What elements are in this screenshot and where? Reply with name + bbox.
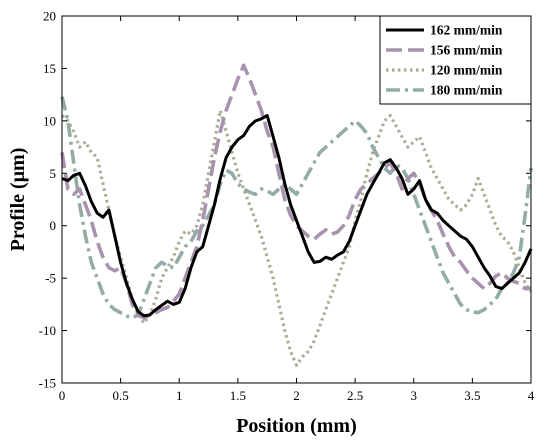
series-line-180-mm-min [60, 96, 533, 320]
x-tick-label: 1 [176, 388, 183, 403]
legend-label: 156 mm/min [430, 43, 503, 58]
legend: 162 mm/min 156 mm/min 120 mm/min 180 mm/min [379, 15, 532, 105]
y-axis-title: Profile (μm) [7, 148, 29, 252]
x-tick-label: 3.5 [464, 388, 480, 403]
series-line-162-mm-min [61, 114, 533, 318]
series-line-156-mm-min [60, 63, 531, 320]
x-tick-label: 0.5 [113, 388, 129, 403]
y-tick-label: 0 [50, 218, 57, 233]
y-tick-label: -5 [45, 271, 56, 286]
y-tick-label: -10 [39, 323, 56, 338]
x-tick-label: 1.5 [230, 388, 246, 403]
x-tick-label: 0 [59, 388, 66, 403]
x-tick-label: 2 [293, 388, 300, 403]
y-tick-label: 15 [43, 61, 56, 76]
series-line-120-mm-min [60, 108, 533, 367]
x-axis-title: Position (mm) [236, 415, 357, 437]
axis-ticks: 0 0.5 1 1.5 2 2.5 3 3.5 4 -15 -10 -5 0 5 10 15 20 [39, 9, 535, 404]
legend-label: 162 mm/min [430, 23, 503, 38]
y-tick-label: -15 [39, 376, 56, 391]
legend-label: 120 mm/min [430, 63, 503, 78]
y-tick-label: 5 [50, 166, 57, 181]
x-tick-label: 4 [528, 388, 535, 403]
legend-label: 180 mm/min [430, 83, 503, 98]
y-tick-label: 10 [43, 113, 56, 128]
x-tick-label: 3 [411, 388, 418, 403]
y-tick-label: 20 [43, 9, 56, 24]
x-tick-label: 2.5 [347, 388, 363, 403]
series-lines [60, 63, 533, 367]
